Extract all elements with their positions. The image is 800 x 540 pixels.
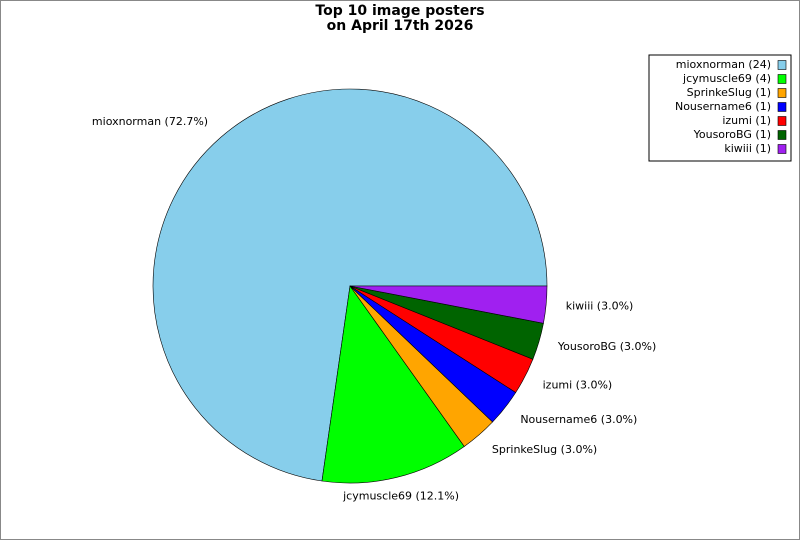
legend-swatch <box>777 74 787 84</box>
legend-label: Nousername6 (1) <box>675 100 771 113</box>
legend-label: mioxnorman (24) <box>676 58 771 71</box>
legend-swatch <box>777 88 787 98</box>
legend-label: kiwiii (1) <box>724 142 771 155</box>
legend-swatch <box>777 102 787 112</box>
chart-title: on April 17th 2026 <box>327 18 474 34</box>
legend-label: jcymuscle69 (4) <box>682 72 771 85</box>
slice-label: jcymuscle69 (12.1%) <box>342 490 459 503</box>
slice-label: mioxnorman (72.7%) <box>92 115 208 128</box>
slice-label: izumi (3.0%) <box>543 378 613 391</box>
legend-swatch <box>777 116 787 126</box>
slice-label: Nousername6 (3.0%) <box>520 413 637 426</box>
legend-box <box>648 54 792 162</box>
legend-label: YousoroBG (1) <box>693 128 771 141</box>
legend-label: SprinkeSlug (1) <box>687 86 771 99</box>
legend-swatch <box>777 144 787 154</box>
pie-slice <box>349 285 548 324</box>
legend-swatch <box>777 60 787 70</box>
slice-label: SprinkeSlug (3.0%) <box>492 443 597 456</box>
chart-title: Top 10 image posters <box>315 3 484 19</box>
pie-slice <box>152 88 548 482</box>
slice-label: YousoroBG (3.0%) <box>557 340 656 353</box>
slice-label: kiwiii (3.0%) <box>566 300 634 313</box>
pie-slice <box>321 285 465 484</box>
legend-label: izumi (1) <box>722 114 771 127</box>
legend-swatch <box>777 130 787 140</box>
